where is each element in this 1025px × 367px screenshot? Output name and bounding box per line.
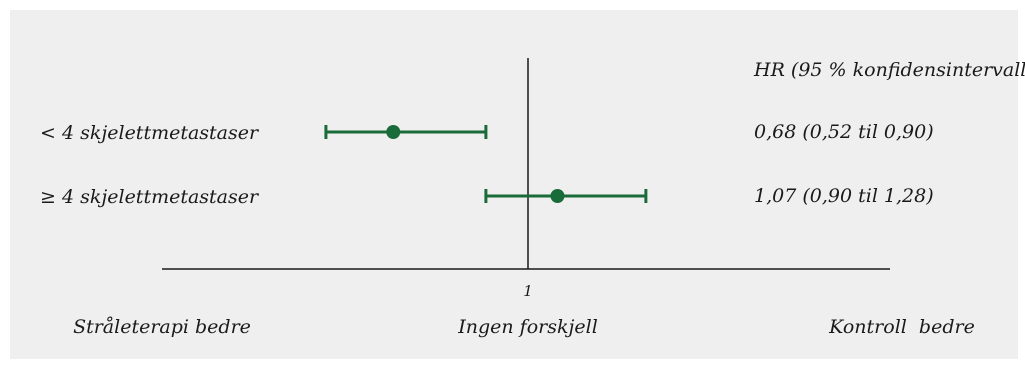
no-difference-label: Ingen forskjell	[457, 316, 598, 338]
hr-point	[386, 125, 401, 139]
row-label: ≥ 4 skjelettmetastaser	[40, 186, 260, 208]
chart-panel	[10, 10, 1018, 359]
favours-treatment-label: Stråleterapi bedre	[73, 316, 251, 338]
hr-point	[550, 189, 565, 203]
hr-value-label: 1,07 (0,90 til 1,28)	[754, 185, 934, 207]
hr-value-label: 0,68 (0,52 til 0,90)	[754, 121, 934, 143]
hr-column-header: HR (95 % konfidensintervall)	[753, 59, 1025, 81]
reference-tick-label: 1	[523, 282, 533, 300]
favours-control-label: Kontroll bedre	[828, 316, 975, 338]
forest-rows: < 4 skjelettmetastaser 0,68 (0,52 til 0,9…	[40, 121, 934, 208]
row-label: < 4 skjelettmetastaser	[40, 122, 260, 144]
